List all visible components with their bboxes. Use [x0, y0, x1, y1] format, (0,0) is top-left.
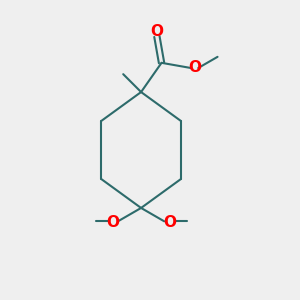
Text: O: O	[106, 215, 119, 230]
Text: O: O	[188, 61, 201, 76]
Text: O: O	[163, 215, 176, 230]
Text: O: O	[150, 24, 164, 39]
